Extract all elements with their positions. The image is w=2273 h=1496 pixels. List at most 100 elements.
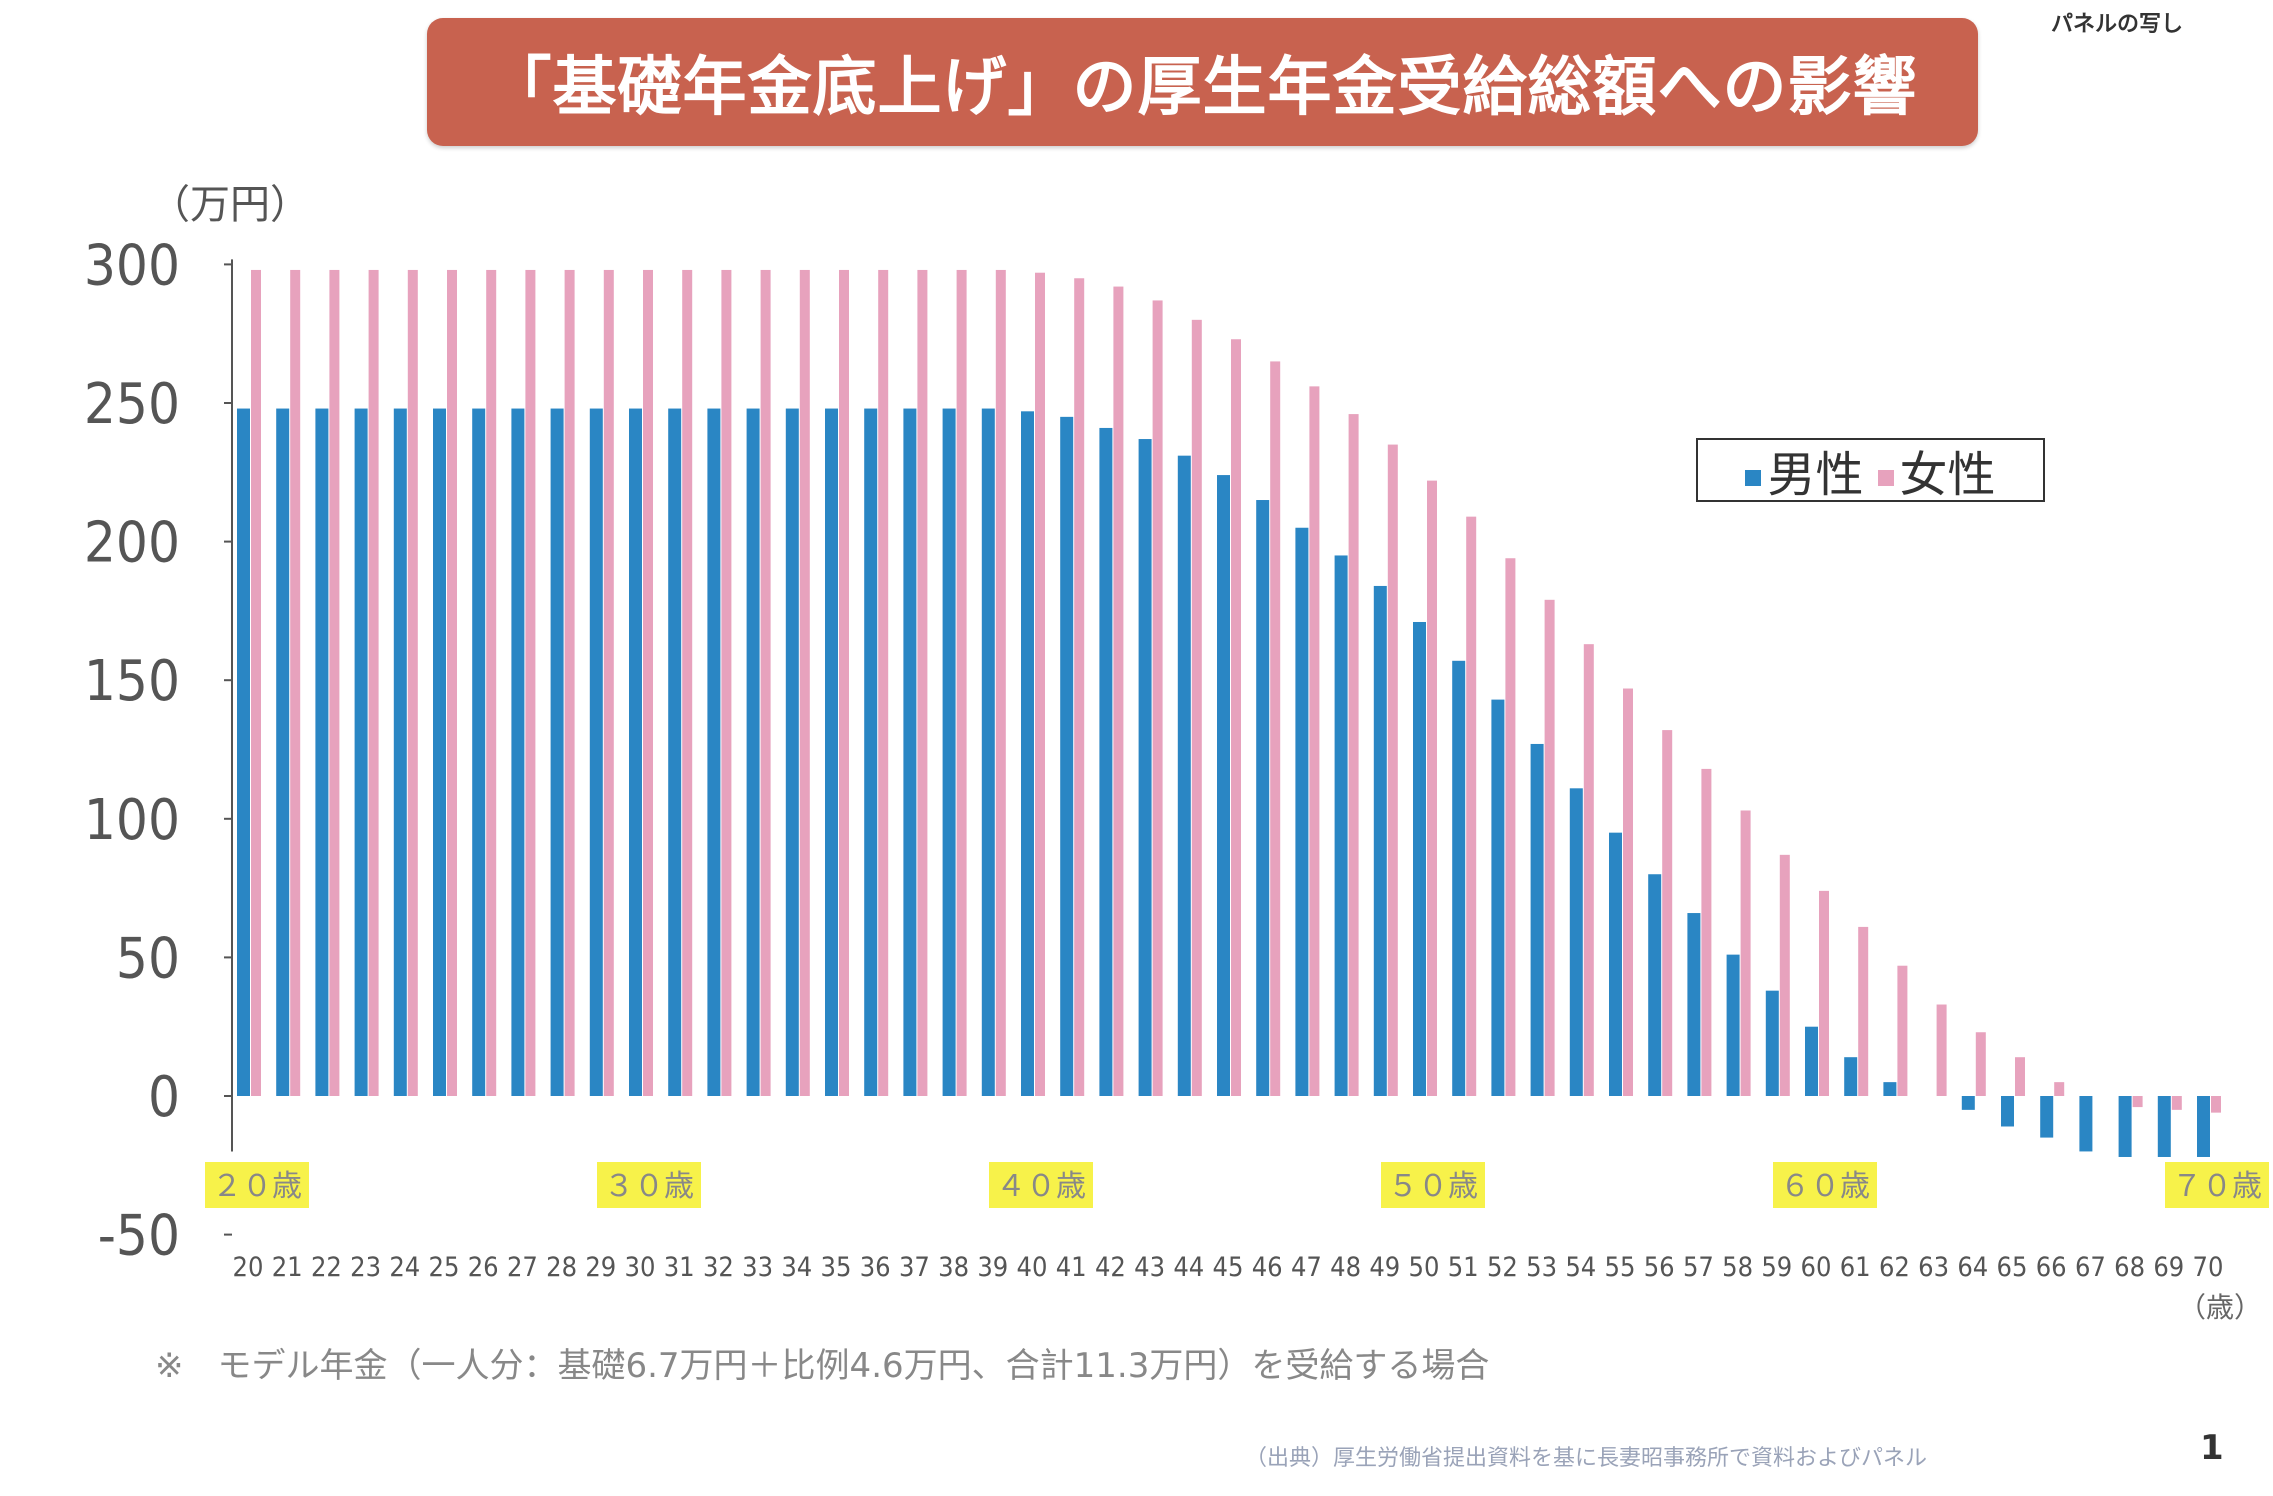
x-tick-label: 31 (664, 1252, 695, 1283)
x-tick-label: 56 (1644, 1252, 1675, 1283)
male-bar-46 (1256, 500, 1270, 1096)
female-bar-48 (1348, 414, 1359, 1096)
x-tick-label: 68 (2114, 1252, 2145, 1283)
x-tick-label: 46 (1252, 1252, 1283, 1283)
x-tick-label: 47 (1291, 1252, 1322, 1283)
male-bar-69 (2157, 1096, 2171, 1157)
male-bar-65 (2001, 1096, 2014, 1127)
male-bar-59 (1765, 990, 1779, 1096)
male-bar-32 (707, 408, 721, 1096)
page-number: 1 (2200, 1428, 2224, 1468)
x-tick-label: 27 (507, 1252, 538, 1283)
male-bar-62 (1883, 1082, 1897, 1096)
x-tick-label: 40 (1017, 1252, 1048, 1283)
female-bar-44 (1191, 319, 1202, 1097)
legend-item-male: 男性 (1745, 435, 1864, 505)
male-bar-42 (1099, 427, 1113, 1096)
decade-highlight (205, 1162, 309, 1208)
male-bar-43 (1138, 439, 1152, 1096)
x-tick-label: 66 (2036, 1252, 2067, 1283)
female-bar-47 (1309, 386, 1320, 1096)
female-bar-43 (1152, 300, 1163, 1096)
male-bar-60 (1805, 1026, 1818, 1096)
female-swatch (1877, 470, 1894, 486)
x-tick-label: 57 (1683, 1252, 1714, 1283)
x-tick-label: 26 (468, 1252, 499, 1283)
x-tick-label: 32 (703, 1252, 734, 1283)
female-bar-55 (1623, 688, 1633, 1096)
female-bar-64 (1975, 1032, 1986, 1096)
x-tick-label: 55 (1605, 1252, 1636, 1283)
female-bar-26 (486, 269, 497, 1097)
x-tick-label: 30 (625, 1252, 656, 1283)
female-bar-59 (1779, 854, 1790, 1096)
female-bar-62 (1897, 965, 1908, 1096)
decade-highlight (1381, 1162, 1485, 1208)
chart-title-banner: 「基礎年金底上げ」の厚生年金受給総額への影響 (427, 18, 1978, 146)
x-tick-label: 65 (1997, 1252, 2028, 1283)
male-bar-66 (2040, 1096, 2054, 1138)
male-bar-61 (1844, 1057, 1858, 1096)
female-bar-65 (2015, 1057, 2025, 1096)
x-tick-label: 50 (1409, 1252, 1440, 1283)
female-bar-31 (682, 269, 693, 1097)
male-bar-44 (1177, 455, 1191, 1097)
female-bar-58 (1740, 810, 1751, 1096)
x-tick-label: 54 (1565, 1252, 1596, 1283)
y-tick-label: 50 (116, 926, 180, 991)
female-bar-33 (760, 269, 771, 1097)
x-tick-label: 59 (1761, 1252, 1792, 1283)
female-bar-52 (1505, 558, 1516, 1096)
female-bar-32 (721, 269, 732, 1097)
x-tick-label: 35 (821, 1252, 852, 1283)
female-bar-39 (995, 269, 1006, 1097)
male-bar-35 (825, 408, 838, 1096)
male-bar-50 (1413, 621, 1426, 1096)
female-bar-20 (251, 269, 261, 1097)
female-bar-37 (917, 269, 928, 1097)
x-tick-label: 44 (1173, 1252, 1204, 1283)
y-tick-label: 300 (84, 233, 180, 298)
decade-label: ５０歳 (1388, 1169, 1478, 1204)
male-bar-27 (511, 408, 525, 1096)
female-bar-54 (1583, 644, 1594, 1096)
x-tick-label: 37 (899, 1252, 930, 1283)
female-bar-56 (1662, 730, 1673, 1096)
female-bar-21 (290, 269, 301, 1097)
x-tick-label: 38 (938, 1252, 969, 1283)
male-bar-37 (903, 408, 917, 1096)
male-bar-29 (589, 408, 603, 1096)
x-tick-label: 58 (1722, 1252, 1753, 1283)
x-tick-label: 48 (1330, 1252, 1361, 1283)
male-swatch (1745, 470, 1762, 486)
male-bar-28 (550, 408, 564, 1096)
female-bar-46 (1270, 361, 1281, 1096)
legend: 男性 女性 (1696, 435, 2045, 505)
female-bar-57 (1701, 768, 1712, 1096)
x-tick-label: 63 (1918, 1252, 1949, 1283)
x-tick-label: 51 (1448, 1252, 1479, 1283)
male-bar-25 (433, 408, 446, 1096)
male-bar-30 (629, 408, 642, 1096)
decade-highlight (1773, 1162, 1877, 1208)
decade-highlight (597, 1162, 701, 1208)
female-bar-50 (1427, 480, 1437, 1097)
male-bar-52 (1491, 699, 1505, 1096)
male-bar-40 (1021, 411, 1034, 1096)
decade-label: ３０歳 (604, 1169, 694, 1204)
x-tick-label: 28 (546, 1252, 577, 1283)
female-bar-40 (1035, 272, 1045, 1096)
corner-note: パネルの写し (2050, 12, 2183, 37)
female-bar-28 (564, 269, 575, 1097)
x-tick-label: 24 (389, 1252, 420, 1283)
male-bar-53 (1530, 743, 1544, 1096)
x-tick-label: 21 (272, 1252, 303, 1283)
legend-item-female: 女性 (1877, 435, 1996, 505)
female-bar-49 (1387, 444, 1398, 1097)
male-bar-67 (2079, 1096, 2093, 1152)
male-bar-36 (864, 408, 878, 1096)
x-tick-label: 20 (233, 1252, 264, 1283)
female-bar-45 (1231, 339, 1241, 1096)
x-tick-label: 33 (742, 1252, 773, 1283)
